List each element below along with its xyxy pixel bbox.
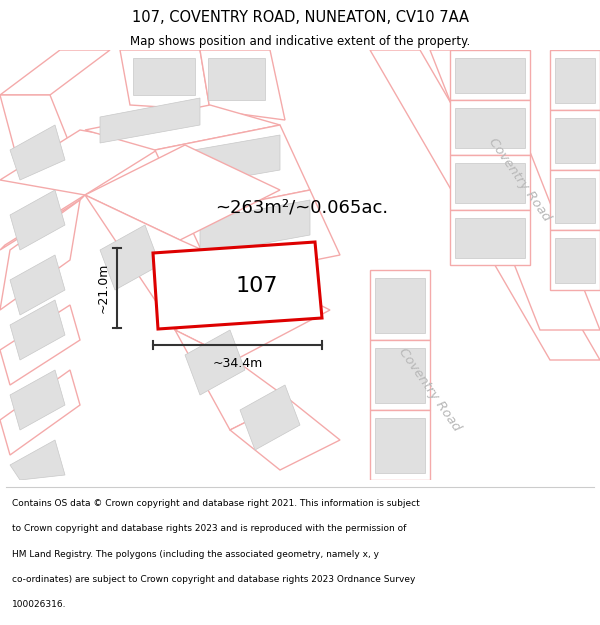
Polygon shape — [0, 370, 80, 455]
Text: ~263m²/~0.065ac.: ~263m²/~0.065ac. — [215, 199, 388, 217]
Polygon shape — [455, 163, 525, 203]
Polygon shape — [0, 195, 85, 250]
Polygon shape — [200, 200, 310, 255]
Text: Coventry Road: Coventry Road — [397, 346, 464, 434]
Polygon shape — [0, 130, 165, 195]
Polygon shape — [185, 330, 245, 395]
Polygon shape — [120, 50, 210, 110]
Polygon shape — [85, 105, 280, 150]
Polygon shape — [133, 58, 195, 95]
Polygon shape — [175, 330, 290, 430]
Polygon shape — [550, 110, 600, 170]
Polygon shape — [550, 170, 600, 230]
Polygon shape — [10, 370, 65, 430]
Polygon shape — [370, 270, 430, 340]
Polygon shape — [155, 125, 310, 215]
Polygon shape — [165, 135, 280, 190]
Polygon shape — [550, 50, 600, 110]
Polygon shape — [100, 225, 160, 290]
Polygon shape — [10, 440, 65, 480]
Text: 107: 107 — [236, 276, 278, 296]
Text: co-ordinates) are subject to Crown copyright and database rights 2023 Ordnance S: co-ordinates) are subject to Crown copyr… — [12, 575, 415, 584]
Polygon shape — [0, 50, 110, 95]
Polygon shape — [555, 178, 595, 223]
Polygon shape — [370, 50, 600, 360]
Polygon shape — [370, 340, 430, 410]
Polygon shape — [85, 195, 270, 330]
Polygon shape — [10, 125, 65, 180]
Text: Map shows position and indicative extent of the property.: Map shows position and indicative extent… — [130, 35, 470, 48]
Polygon shape — [430, 50, 600, 330]
Polygon shape — [450, 155, 530, 210]
Polygon shape — [208, 58, 265, 100]
Text: ~21.0m: ~21.0m — [97, 262, 110, 313]
Polygon shape — [555, 58, 595, 103]
Polygon shape — [555, 238, 595, 283]
Polygon shape — [375, 348, 425, 403]
Polygon shape — [153, 242, 322, 329]
Polygon shape — [0, 95, 80, 170]
Polygon shape — [370, 410, 430, 480]
Polygon shape — [10, 255, 65, 315]
Text: ~34.4m: ~34.4m — [212, 357, 263, 370]
Polygon shape — [550, 230, 600, 290]
Polygon shape — [0, 305, 80, 385]
Polygon shape — [455, 58, 525, 93]
Polygon shape — [555, 118, 595, 163]
Polygon shape — [200, 50, 285, 120]
Polygon shape — [375, 418, 425, 473]
Polygon shape — [230, 400, 340, 470]
Polygon shape — [450, 50, 530, 100]
Text: HM Land Registry. The polygons (including the associated geometry, namely x, y: HM Land Registry. The polygons (includin… — [12, 549, 379, 559]
Polygon shape — [455, 108, 525, 148]
Polygon shape — [455, 218, 525, 258]
Polygon shape — [0, 200, 80, 310]
Text: 100026316.: 100026316. — [12, 601, 67, 609]
Polygon shape — [185, 190, 340, 280]
Text: to Crown copyright and database rights 2023 and is reproduced with the permissio: to Crown copyright and database rights 2… — [12, 524, 406, 533]
Polygon shape — [240, 385, 300, 450]
Polygon shape — [85, 145, 280, 240]
Polygon shape — [450, 100, 530, 155]
Text: Contains OS data © Crown copyright and database right 2021. This information is : Contains OS data © Crown copyright and d… — [12, 499, 420, 508]
Polygon shape — [175, 280, 330, 360]
Polygon shape — [10, 300, 65, 360]
Polygon shape — [450, 210, 530, 265]
Polygon shape — [10, 190, 65, 250]
Polygon shape — [375, 278, 425, 333]
Text: 107, COVENTRY ROAD, NUNEATON, CV10 7AA: 107, COVENTRY ROAD, NUNEATON, CV10 7AA — [131, 10, 469, 25]
Text: Coventry Road: Coventry Road — [487, 136, 554, 224]
Polygon shape — [100, 98, 200, 143]
